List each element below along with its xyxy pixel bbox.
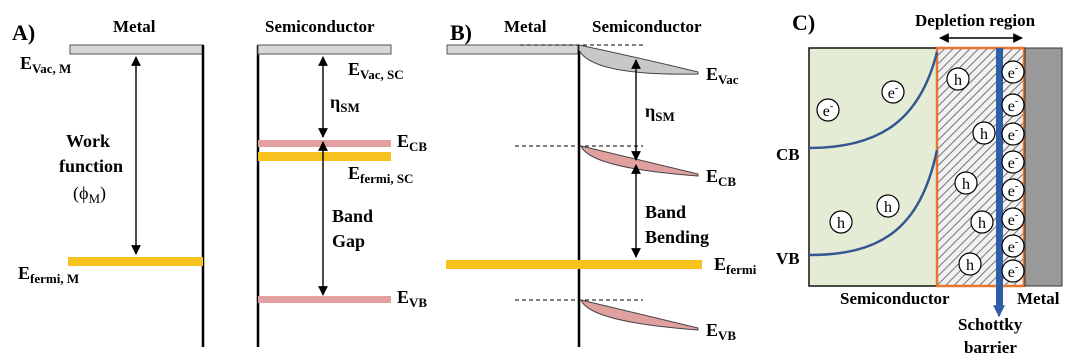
svg-text:h: h	[962, 176, 970, 193]
metal-label-c: Metal	[1017, 289, 1060, 308]
schottky-label-2: barrier	[964, 338, 1017, 357]
electron-carrier: e-	[1001, 60, 1025, 84]
panel-b-label: B)	[450, 20, 472, 45]
phi-m-label: (ϕM)	[73, 183, 106, 206]
panel-b: B) Metal Semiconductor EVac ηSM ECB Band…	[446, 17, 757, 347]
panel-a: A) Metal Semiconductor EVac, M Work func…	[12, 17, 427, 347]
svg-text:h: h	[884, 199, 892, 216]
cb-band-curve	[808, 51, 939, 150]
svg-text:e-: e-	[1008, 153, 1018, 172]
svg-text:e-: e-	[1008, 96, 1018, 115]
svg-text:h: h	[966, 257, 974, 274]
electron-carrier: e-	[1001, 259, 1025, 283]
metal-vacuum-level-b	[446, 44, 579, 55]
sc-valence-band	[258, 296, 391, 303]
hole-carrier: h	[946, 67, 970, 91]
electron-carrier: e-	[1001, 122, 1025, 146]
svg-text:h: h	[954, 72, 962, 89]
semiconductor-label-c: Semiconductor	[840, 289, 950, 308]
schottky-barrier-bar	[996, 48, 1003, 306]
panel-a-metal-title: Metal	[113, 17, 156, 36]
sc-fermi-level	[258, 152, 391, 161]
panel-a-semiconductor-title: Semiconductor	[265, 17, 375, 36]
svg-text:e-: e-	[1008, 210, 1018, 229]
band-gap-label-2: Gap	[332, 231, 365, 251]
efermi-sc-label: Efermi, SC	[348, 163, 413, 186]
sc-conduction-band	[258, 140, 391, 147]
metal-fermi-level	[68, 257, 203, 266]
cb-label: CB	[776, 145, 800, 164]
evac-m-label: EVac, M	[20, 53, 71, 76]
efermi-m-label: Efermi, M	[18, 263, 79, 286]
evac-sc-label: EVac, SC	[348, 59, 404, 82]
semiconductor-region	[808, 47, 938, 287]
electron-carrier: e-	[1001, 178, 1025, 202]
metal-region	[1024, 47, 1063, 287]
electron-carrier: e-	[1001, 93, 1025, 117]
panel-b-semiconductor-title: Semiconductor	[592, 17, 702, 36]
work-function-label-1: Work	[66, 131, 110, 151]
svg-text:e-: e-	[1008, 181, 1018, 200]
bent-conduction-band	[580, 145, 699, 177]
electron-carrier: e-	[1001, 234, 1025, 258]
svg-text:e-: e-	[1008, 262, 1018, 281]
hole-carrier: h	[972, 121, 996, 145]
hole-carrier: h	[876, 194, 900, 218]
electron-carrier: e-	[1001, 207, 1025, 231]
hole-carrier: h	[829, 210, 853, 234]
schottky-label-1: Schottky	[958, 315, 1023, 334]
svg-text:e-: e-	[1008, 125, 1018, 144]
svg-text:e-: e-	[823, 101, 833, 120]
panel-c: C) Depletion region CB VB Semiconductor …	[776, 10, 1063, 357]
panel-a-label: A)	[12, 20, 35, 45]
evac-label-b: EVac	[706, 64, 739, 87]
hole-carrier: h	[970, 210, 994, 234]
hole-carrier: h	[954, 171, 978, 195]
evb-label-a: EVB	[397, 287, 427, 310]
svg-text:h: h	[837, 215, 845, 232]
panel-b-metal-title: Metal	[504, 17, 547, 36]
band-gap-label-1: Band	[332, 206, 373, 226]
depletion-region-label: Depletion region	[915, 11, 1036, 30]
sc-vacuum-level	[257, 44, 392, 55]
fermi-level-b	[446, 260, 702, 269]
svg-text:e-: e-	[1008, 63, 1018, 82]
electron-carrier: e-	[881, 80, 905, 104]
bent-vacuum-level	[578, 44, 699, 75]
bent-valence-band	[580, 299, 699, 331]
hole-carrier: h	[958, 252, 982, 276]
efermi-label-b: Efermi	[714, 254, 757, 277]
vb-band-curve	[808, 149, 939, 257]
vb-label: VB	[776, 249, 800, 268]
work-function-label-2: function	[59, 156, 123, 176]
metal-vacuum-level	[69, 44, 204, 55]
svg-text:e-: e-	[1008, 237, 1018, 256]
ecb-label-a: ECB	[397, 131, 427, 154]
band-bending-label-2: Bending	[645, 227, 709, 247]
eta-sm-label-a: ηSM	[330, 92, 360, 115]
svg-text:e-: e-	[888, 83, 898, 102]
band-bending-label-1: Band	[645, 202, 686, 222]
electron-carrier: e-	[816, 98, 840, 122]
svg-text:h: h	[978, 215, 986, 232]
panel-c-label: C)	[792, 10, 815, 35]
svg-text:h: h	[980, 126, 988, 143]
eta-sm-label-b: ηSM	[645, 101, 675, 124]
electron-carrier: e-	[1001, 150, 1025, 174]
ecb-label-b: ECB	[706, 166, 736, 189]
evb-label-b: EVB	[706, 320, 736, 343]
